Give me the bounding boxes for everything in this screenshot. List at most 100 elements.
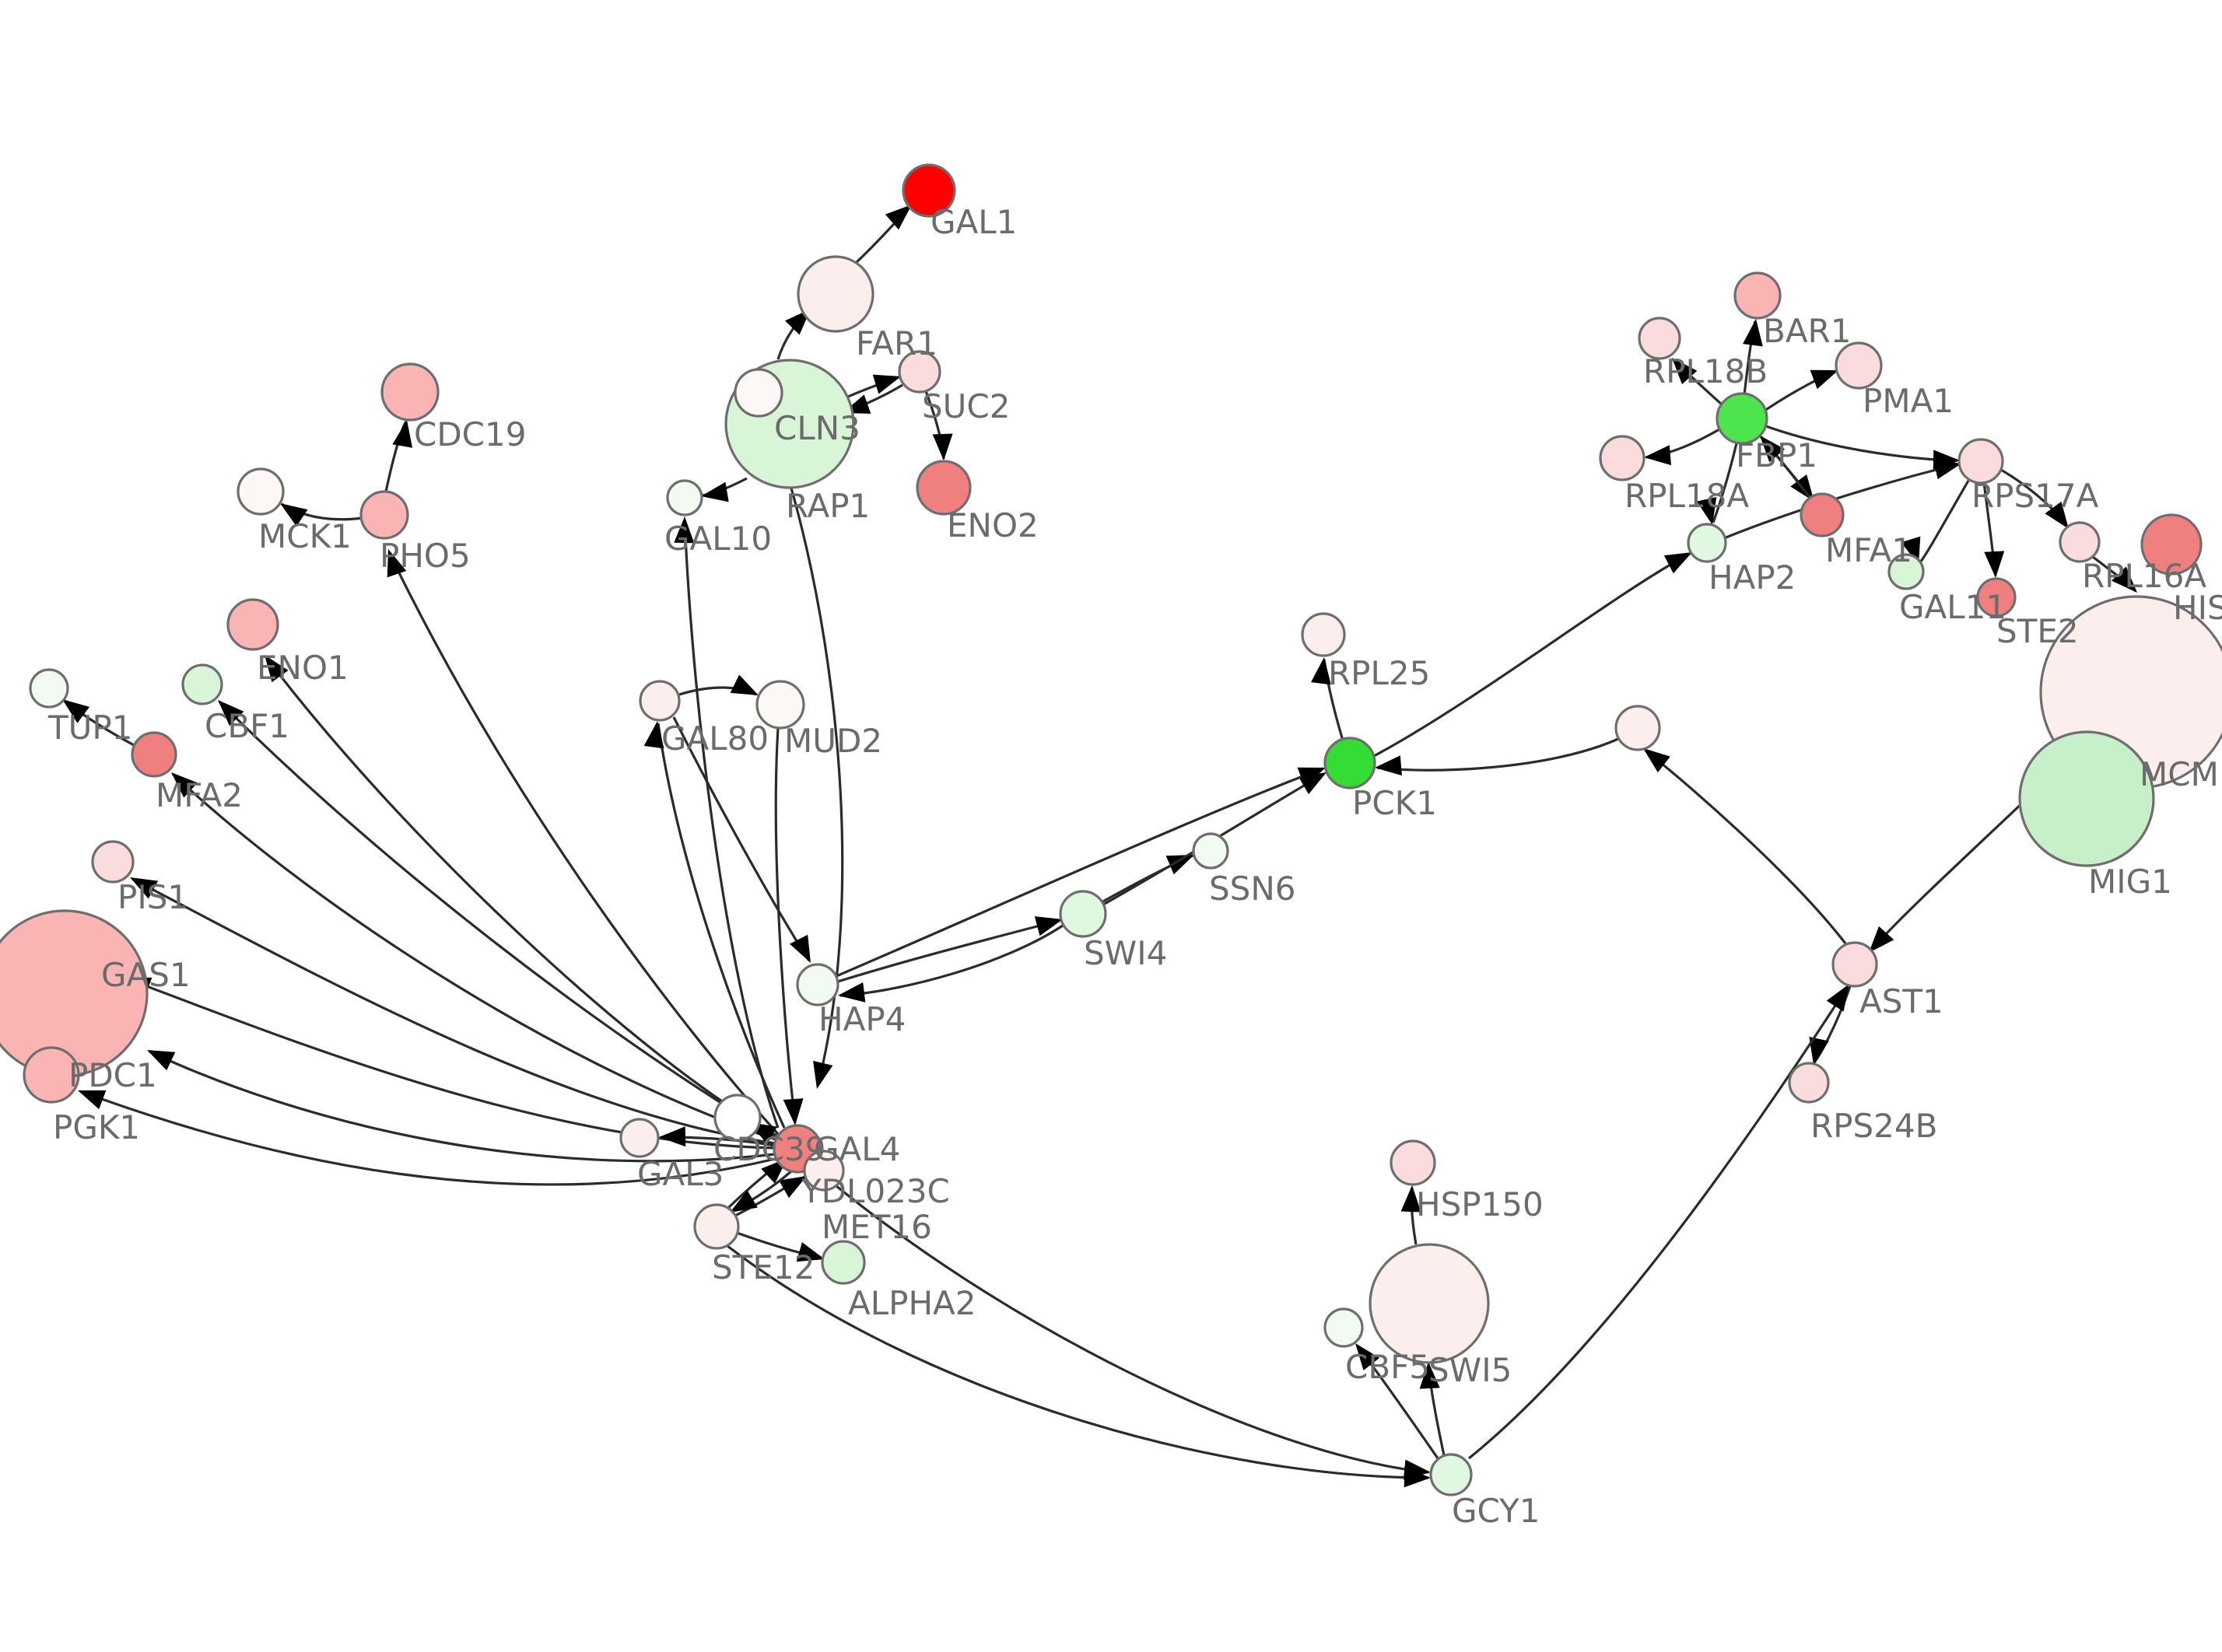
edge-FBP1-to-BAR1 — [1742, 319, 1763, 396]
gene-label-rps17a: RPS17A — [1971, 477, 2099, 515]
arrowhead-icon — [265, 655, 289, 683]
gene-label-rpl25: RPL25 — [1328, 654, 1430, 692]
gene-node-hap4[interactable] — [796, 963, 839, 1006]
gene-label-met16: MET16 — [822, 1208, 932, 1246]
gene-node-suc2[interactable] — [898, 350, 941, 394]
gene-node-unlab1[interactable] — [1614, 705, 1661, 751]
gene-label-rps24b: RPS24B — [1810, 1107, 1937, 1145]
edge-MUD2-to-GAL4 — [774, 727, 804, 1125]
arrowhead-icon — [1760, 436, 1786, 463]
gene-node-rpl18b[interactable] — [1638, 317, 1681, 360]
gene-node-pgk1[interactable] — [23, 1046, 80, 1104]
gene-node-cbf1[interactable] — [181, 663, 223, 705]
gene-node-rps17a[interactable] — [1957, 438, 2004, 485]
gene-node-cdc19[interactable] — [380, 362, 440, 422]
gene-node-rps24b[interactable] — [1788, 1062, 1830, 1104]
gene-node-rap1[interactable] — [734, 368, 783, 418]
arrowhead-icon — [783, 1098, 804, 1125]
gene-label-eno1: ENO1 — [257, 649, 349, 687]
gene-label-suc2: SUC2 — [922, 387, 1010, 425]
edge-GAL80-to-MUD2 — [678, 674, 759, 696]
gene-node-rpl18a[interactable] — [1599, 435, 1645, 481]
arrowhead-icon — [1644, 445, 1671, 466]
gene-label-gal10: GAL10 — [664, 520, 772, 558]
edge-line — [79, 1090, 776, 1186]
arrowhead-icon — [1400, 1185, 1421, 1213]
edge-CLN3-to-SUC2 — [847, 374, 902, 398]
gene-node-pis1[interactable] — [91, 840, 135, 884]
gene-label-bar1: BAR1 — [1763, 312, 1851, 350]
edge-AST1-to-UNLAB1 — [1643, 748, 1847, 944]
arrowhead-icon — [1809, 1037, 1829, 1065]
gene-label-pgk1: PGK1 — [53, 1108, 140, 1146]
gene-node-ste2[interactable] — [1976, 577, 2017, 618]
edge-GAL4-to-MFA2 — [171, 772, 776, 1141]
arrowhead-icon — [643, 721, 664, 749]
gene-node-alpha2[interactable] — [821, 1240, 866, 1285]
gene-node-bar1[interactable] — [1733, 271, 1782, 320]
gene-node-ast1[interactable] — [1831, 941, 1878, 988]
gene-node-eno2[interactable] — [916, 460, 972, 516]
gene-label-eno2: ENO2 — [947, 506, 1039, 544]
gene-node-pma1[interactable] — [1835, 341, 1883, 390]
gene-node-ydl023c[interactable] — [803, 1150, 845, 1192]
gene-node-cbf5[interactable] — [1323, 1307, 1364, 1348]
arrowhead-icon — [1984, 551, 2005, 578]
gene-node-mfa2[interactable] — [131, 731, 177, 778]
gene-node-ste12[interactable] — [693, 1203, 740, 1250]
gene-label-swi5: SWI5 — [1428, 1351, 1512, 1389]
gene-node-rpl25[interactable] — [1301, 612, 1346, 657]
gene-node-gal10[interactable] — [666, 479, 703, 516]
gene-node-gal1[interactable] — [902, 163, 956, 218]
arrowhead-icon — [701, 481, 729, 502]
edge-GAL4-to-PHO5 — [387, 549, 780, 1136]
gene-label-ste2: STE2 — [1996, 612, 2079, 650]
edge-PHO5-to-CDC19 — [384, 420, 413, 492]
gene-node-tup1[interactable] — [29, 668, 69, 709]
edge-GAL4-to-GAS1 — [124, 977, 776, 1150]
gene-node-mig1[interactable] — [2018, 730, 2155, 867]
edge-line — [171, 772, 776, 1141]
gene-label-gcy1: GCY1 — [1452, 1492, 1540, 1530]
gene-node-far1[interactable] — [797, 255, 874, 333]
edge-line — [1467, 985, 1849, 1460]
gene-node-swi5[interactable] — [1369, 1243, 1490, 1364]
gene-node-eno1[interactable] — [226, 598, 279, 651]
edge-FBP1-to-RPL18A — [1644, 428, 1720, 466]
gene-node-mud2[interactable] — [755, 680, 805, 730]
gene-node-mck1[interactable] — [237, 467, 285, 516]
arrowhead-icon — [730, 1190, 758, 1213]
gene-node-gal11[interactable] — [1887, 553, 1925, 590]
arrowhead-icon — [280, 503, 308, 527]
edge-line — [387, 551, 780, 1136]
gene-node-ssn6[interactable] — [1192, 832, 1229, 870]
gene-node-his4[interactable] — [2140, 513, 2203, 576]
edge-line — [1102, 772, 1325, 906]
gene-label-pdc1: PDC1 — [68, 1056, 157, 1094]
gene-label-gal80: GAL80 — [661, 719, 769, 758]
gene-node-pck1[interactable] — [1323, 737, 1376, 789]
edge-GAL4-to-ENO1 — [265, 655, 777, 1137]
edge-line — [218, 700, 777, 1139]
edge-line — [1376, 737, 1619, 772]
gene-node-cdc39[interactable] — [713, 1094, 762, 1142]
gene-node-hap2[interactable] — [1687, 523, 1727, 563]
arrowhead-icon — [1672, 358, 1698, 385]
gene-label-pck1: PCK1 — [1352, 784, 1437, 822]
gene-node-fbp1[interactable] — [1716, 392, 1768, 445]
gene-label-pma1: PMA1 — [1863, 382, 1954, 420]
gene-node-hsp150[interactable] — [1390, 1139, 1436, 1186]
gene-node-pho5[interactable] — [359, 490, 409, 540]
gene-node-gal3[interactable] — [619, 1118, 660, 1158]
arrowhead-icon — [1742, 319, 1763, 347]
edge-line — [1712, 443, 1738, 523]
gene-node-rpl16a[interactable] — [2059, 521, 2101, 563]
gene-label-mcm1: MCM1 — [2140, 755, 2222, 793]
edge-STE12-to-YDL023C — [734, 1175, 807, 1217]
gene-node-mfa1[interactable] — [1800, 492, 1845, 537]
gene-label-cdc39: CDC39 — [713, 1130, 825, 1168]
gene-node-swi4[interactable] — [1059, 890, 1107, 938]
gene-label-pis1: PIS1 — [117, 878, 188, 916]
gene-node-gal80[interactable] — [639, 680, 681, 722]
gene-node-gcy1[interactable] — [1429, 1453, 1473, 1496]
